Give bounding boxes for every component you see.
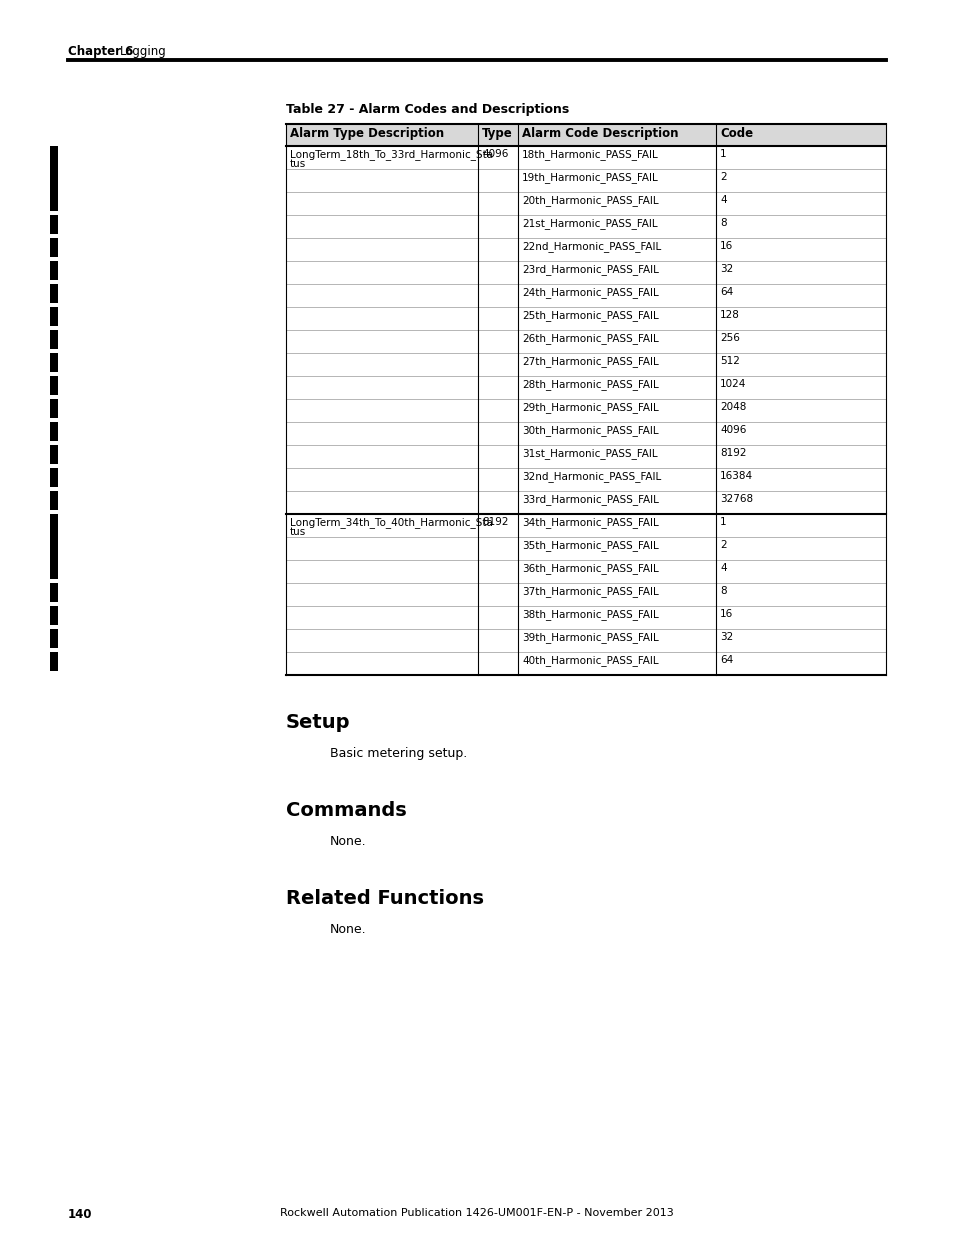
Text: Commands: Commands bbox=[286, 802, 406, 820]
Text: 512: 512 bbox=[720, 356, 740, 366]
Bar bbox=[50, 146, 58, 194]
Text: 1: 1 bbox=[720, 517, 726, 527]
Text: 29th_Harmonic_PASS_FAIL: 29th_Harmonic_PASS_FAIL bbox=[521, 403, 659, 412]
Text: 32nd_Harmonic_PASS_FAIL: 32nd_Harmonic_PASS_FAIL bbox=[521, 471, 660, 482]
Text: 4: 4 bbox=[720, 195, 726, 205]
Bar bbox=[50, 606, 58, 625]
Text: 39th_Harmonic_PASS_FAIL: 39th_Harmonic_PASS_FAIL bbox=[521, 632, 659, 643]
Text: 33rd_Harmonic_PASS_FAIL: 33rd_Harmonic_PASS_FAIL bbox=[521, 494, 659, 505]
Text: 8192: 8192 bbox=[720, 448, 745, 458]
Text: Alarm Code Description: Alarm Code Description bbox=[521, 127, 678, 140]
Text: None.: None. bbox=[330, 923, 366, 936]
Text: 25th_Harmonic_PASS_FAIL: 25th_Harmonic_PASS_FAIL bbox=[521, 310, 659, 321]
Text: Type: Type bbox=[481, 127, 512, 140]
Text: 2: 2 bbox=[720, 172, 726, 182]
Text: LongTerm_34th_To_40th_Harmonic_Sta: LongTerm_34th_To_40th_Harmonic_Sta bbox=[290, 517, 493, 527]
Text: 26th_Harmonic_PASS_FAIL: 26th_Harmonic_PASS_FAIL bbox=[521, 333, 659, 343]
Text: 2: 2 bbox=[720, 540, 726, 550]
Text: 18th_Harmonic_PASS_FAIL: 18th_Harmonic_PASS_FAIL bbox=[521, 149, 659, 159]
Text: 140: 140 bbox=[68, 1208, 92, 1221]
Text: 19th_Harmonic_PASS_FAIL: 19th_Harmonic_PASS_FAIL bbox=[521, 172, 659, 183]
Text: 21st_Harmonic_PASS_FAIL: 21st_Harmonic_PASS_FAIL bbox=[521, 219, 657, 228]
Text: 1024: 1024 bbox=[720, 379, 745, 389]
Bar bbox=[50, 652, 58, 671]
Bar bbox=[50, 330, 58, 350]
Bar bbox=[50, 399, 58, 417]
Text: tus: tus bbox=[290, 527, 306, 537]
Bar bbox=[50, 468, 58, 487]
Bar bbox=[50, 514, 58, 562]
Bar bbox=[50, 629, 58, 648]
Bar bbox=[50, 284, 58, 303]
Text: 23rd_Harmonic_PASS_FAIL: 23rd_Harmonic_PASS_FAIL bbox=[521, 264, 659, 275]
Text: 4096: 4096 bbox=[481, 149, 508, 159]
Text: 32: 32 bbox=[720, 264, 733, 274]
Text: 40th_Harmonic_PASS_FAIL: 40th_Harmonic_PASS_FAIL bbox=[521, 655, 658, 666]
Text: 64: 64 bbox=[720, 655, 733, 664]
Text: Related Functions: Related Functions bbox=[286, 889, 483, 908]
Bar bbox=[50, 261, 58, 280]
Text: 256: 256 bbox=[720, 333, 740, 343]
Text: Alarm Type Description: Alarm Type Description bbox=[290, 127, 444, 140]
Bar bbox=[50, 492, 58, 510]
Text: 2048: 2048 bbox=[720, 403, 745, 412]
Text: None.: None. bbox=[330, 835, 366, 848]
Text: 32768: 32768 bbox=[720, 494, 752, 504]
Text: Table 27 - Alarm Codes and Descriptions: Table 27 - Alarm Codes and Descriptions bbox=[286, 103, 569, 116]
Text: 36th_Harmonic_PASS_FAIL: 36th_Harmonic_PASS_FAIL bbox=[521, 563, 659, 574]
Text: 128: 128 bbox=[720, 310, 740, 320]
Text: Basic metering setup.: Basic metering setup. bbox=[330, 747, 467, 760]
Text: 16: 16 bbox=[720, 609, 733, 619]
Text: 32: 32 bbox=[720, 632, 733, 642]
Bar bbox=[50, 238, 58, 257]
Text: 1: 1 bbox=[720, 149, 726, 159]
Bar bbox=[50, 559, 58, 579]
Text: 64: 64 bbox=[720, 287, 733, 296]
Bar bbox=[50, 353, 58, 372]
Text: 35th_Harmonic_PASS_FAIL: 35th_Harmonic_PASS_FAIL bbox=[521, 540, 659, 551]
Text: 8: 8 bbox=[720, 219, 726, 228]
Bar bbox=[50, 375, 58, 395]
Text: 22nd_Harmonic_PASS_FAIL: 22nd_Harmonic_PASS_FAIL bbox=[521, 241, 660, 252]
Text: 8192: 8192 bbox=[481, 517, 508, 527]
Text: 38th_Harmonic_PASS_FAIL: 38th_Harmonic_PASS_FAIL bbox=[521, 609, 659, 620]
Text: 27th_Harmonic_PASS_FAIL: 27th_Harmonic_PASS_FAIL bbox=[521, 356, 659, 367]
Text: 4: 4 bbox=[720, 563, 726, 573]
Text: Setup: Setup bbox=[286, 713, 350, 732]
Text: 37th_Harmonic_PASS_FAIL: 37th_Harmonic_PASS_FAIL bbox=[521, 585, 659, 597]
Text: 16384: 16384 bbox=[720, 471, 752, 480]
Text: 20th_Harmonic_PASS_FAIL: 20th_Harmonic_PASS_FAIL bbox=[521, 195, 658, 206]
Text: 34th_Harmonic_PASS_FAIL: 34th_Harmonic_PASS_FAIL bbox=[521, 517, 659, 527]
Text: Rockwell Automation Publication 1426-UM001F-EN-P - November 2013: Rockwell Automation Publication 1426-UM0… bbox=[280, 1208, 673, 1218]
Bar bbox=[50, 422, 58, 441]
Text: tus: tus bbox=[290, 159, 306, 169]
Text: 24th_Harmonic_PASS_FAIL: 24th_Harmonic_PASS_FAIL bbox=[521, 287, 659, 298]
Text: 4096: 4096 bbox=[720, 425, 745, 435]
Text: 31st_Harmonic_PASS_FAIL: 31st_Harmonic_PASS_FAIL bbox=[521, 448, 657, 459]
Text: 16: 16 bbox=[720, 241, 733, 251]
Bar bbox=[50, 445, 58, 464]
Text: 30th_Harmonic_PASS_FAIL: 30th_Harmonic_PASS_FAIL bbox=[521, 425, 658, 436]
Bar bbox=[50, 308, 58, 326]
Bar bbox=[50, 215, 58, 233]
Bar bbox=[50, 191, 58, 211]
Bar bbox=[286, 124, 885, 146]
Text: 28th_Harmonic_PASS_FAIL: 28th_Harmonic_PASS_FAIL bbox=[521, 379, 659, 390]
Bar bbox=[50, 583, 58, 601]
Text: Logging: Logging bbox=[120, 44, 167, 58]
Text: LongTerm_18th_To_33rd_Harmonic_Sta: LongTerm_18th_To_33rd_Harmonic_Sta bbox=[290, 149, 493, 159]
Text: Code: Code bbox=[720, 127, 752, 140]
Text: Chapter 6: Chapter 6 bbox=[68, 44, 133, 58]
Text: 8: 8 bbox=[720, 585, 726, 597]
